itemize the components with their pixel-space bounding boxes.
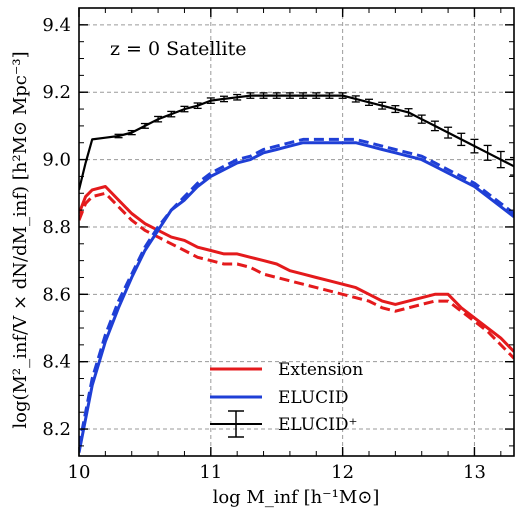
legend-label-elucid-plus: ELUCID⁺ — [278, 415, 357, 435]
y-axis-label: log(M²_inf/V × dN/dM_inf) [h²M⊙ Mpc⁻³] — [10, 51, 31, 428]
series-layer — [79, 92, 514, 453]
x-tick-label: 11 — [199, 462, 222, 483]
tick-labels: 10 11 12 13 8.2 8.4 8.6 8.8 9.0 9.2 9.4 — [42, 15, 486, 483]
series-line-4 — [79, 94, 514, 191]
y-tick-label: 8.6 — [42, 284, 71, 305]
y-tick-label: 9.0 — [42, 150, 71, 171]
y-tick-label: 8.4 — [42, 352, 71, 373]
series-line-2 — [79, 141, 514, 453]
x-tick-label: 10 — [68, 462, 91, 483]
ticks — [78, 7, 514, 456]
chart-annotation: z = 0 Satellite — [110, 38, 246, 60]
legend-label-elucid: ELUCID — [278, 388, 348, 408]
series-line-1 — [79, 191, 514, 360]
legend-label-extension: Extension — [278, 360, 363, 380]
plot-frame — [78, 7, 515, 457]
y-tick-label: 9.4 — [42, 15, 71, 36]
x-tick-label: 13 — [463, 462, 486, 483]
x-tick-label: 12 — [331, 462, 354, 483]
grid — [78, 8, 514, 456]
y-tick-label: 8.2 — [42, 419, 71, 440]
y-tick-label: 8.8 — [42, 217, 71, 238]
x-axis-label: log M_inf [h⁻¹M⊙] — [213, 487, 380, 508]
series-line-0 — [79, 185, 514, 353]
legend: Extension ELUCID ELUCID⁺ — [210, 360, 363, 438]
y-tick-label: 9.2 — [42, 82, 71, 103]
